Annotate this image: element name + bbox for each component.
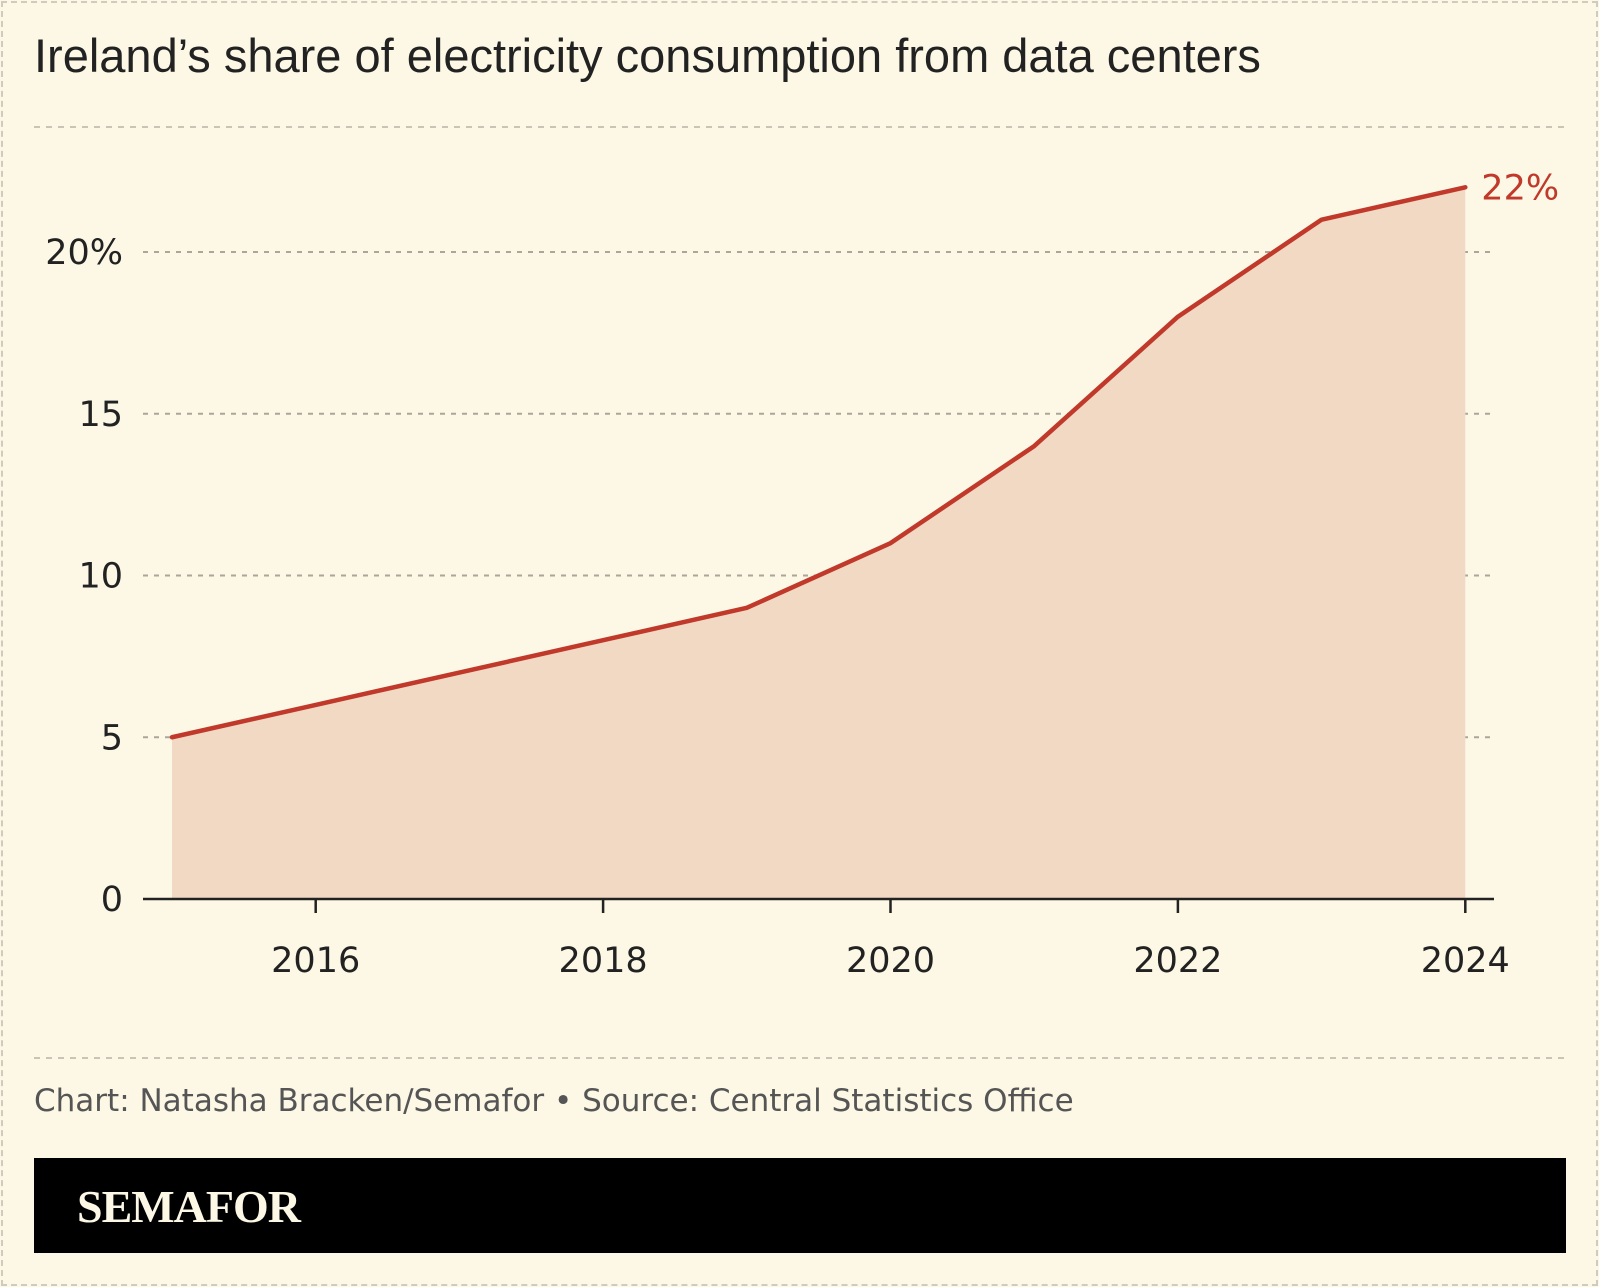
y-tick-label: 15 xyxy=(78,395,123,435)
end-label: 22% xyxy=(1481,168,1559,208)
area-fill xyxy=(172,187,1466,900)
brand-bar: SEMAFOR xyxy=(34,1158,1566,1253)
chart-title: Ireland’s share of electricity consumpti… xyxy=(34,29,1261,82)
y-tick-label: 0 xyxy=(101,880,123,920)
source-credit: Chart: Natasha Bracken/Semafor • Source:… xyxy=(34,1083,1074,1119)
x-tick-label: 2024 xyxy=(1421,941,1510,981)
x-tick-label: 2022 xyxy=(1133,941,1222,981)
x-tick-label: 2016 xyxy=(271,941,360,981)
y-tick-label: 10 xyxy=(78,557,123,597)
y-tick-label: 20% xyxy=(45,233,123,273)
x-tick-label: 2018 xyxy=(559,941,648,981)
semafor-logo: SEMAFOR xyxy=(77,1181,301,1232)
series-line xyxy=(169,185,1468,740)
y-tick-label: 5 xyxy=(101,718,123,758)
x-tick-label: 2020 xyxy=(846,941,935,981)
